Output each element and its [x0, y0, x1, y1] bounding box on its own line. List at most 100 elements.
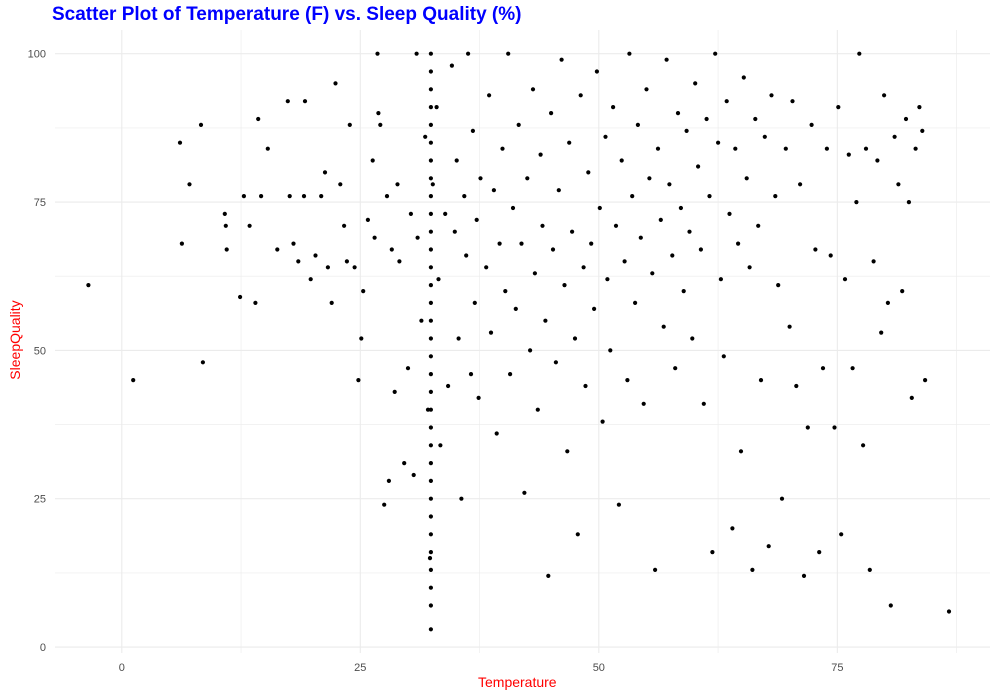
x-tick-label: 50	[593, 662, 605, 674]
y-axis-ticks: 0 25 50 75 100	[28, 49, 46, 654]
y-tick-label: 0	[40, 642, 46, 654]
data-point	[468, 372, 474, 377]
data-point	[428, 496, 433, 501]
data-point	[575, 532, 580, 537]
data-point	[687, 229, 692, 234]
data-point	[882, 93, 887, 98]
data-point	[510, 205, 516, 211]
data-point	[329, 300, 334, 305]
data-point	[241, 194, 246, 199]
data-point	[875, 158, 880, 163]
data-point	[428, 318, 433, 323]
data-point	[661, 324, 666, 329]
data-point	[414, 51, 419, 56]
data-point	[616, 502, 622, 507]
data-point	[494, 431, 499, 436]
data-point	[253, 300, 258, 305]
data-point	[313, 253, 318, 258]
data-point	[428, 229, 433, 234]
x-tick-label: 75	[831, 662, 843, 674]
data-point	[698, 247, 704, 252]
data-point	[319, 194, 324, 199]
data-point	[589, 241, 594, 246]
data-point	[888, 603, 893, 608]
data-point	[836, 105, 841, 110]
data-point	[570, 229, 575, 234]
data-point	[428, 300, 433, 305]
data-point	[730, 526, 735, 531]
data-point	[131, 378, 136, 383]
data-point	[854, 200, 859, 205]
data-point	[903, 116, 909, 122]
data-point	[762, 134, 767, 139]
data-point	[177, 140, 183, 145]
data-point	[704, 116, 709, 122]
data-point	[259, 194, 264, 199]
data-point	[405, 366, 411, 371]
data-point	[832, 425, 837, 430]
data-point	[462, 194, 467, 199]
data-point	[408, 211, 413, 216]
data-point	[850, 366, 855, 371]
data-point	[896, 182, 901, 187]
data-point	[352, 265, 357, 270]
data-point	[372, 235, 377, 240]
data-point	[179, 241, 184, 246]
data-point	[428, 443, 433, 448]
y-tick-label: 75	[34, 197, 46, 209]
data-point	[736, 241, 741, 246]
data-point	[459, 496, 464, 501]
data-point	[532, 271, 538, 276]
data-point	[543, 318, 548, 323]
data-point	[428, 425, 433, 430]
data-point	[428, 532, 433, 537]
data-point	[681, 289, 686, 294]
data-point	[86, 283, 91, 288]
data-point	[713, 51, 718, 56]
data-point	[342, 223, 347, 228]
data-point	[871, 259, 876, 264]
data-point	[879, 330, 884, 335]
data-point	[861, 443, 866, 448]
data-point	[798, 182, 803, 187]
data-point	[322, 170, 328, 175]
data-point	[370, 158, 375, 163]
data-point	[733, 146, 738, 151]
data-point	[583, 383, 588, 389]
data-point	[530, 87, 536, 92]
data-point	[549, 111, 554, 116]
data-point	[857, 51, 862, 56]
data-point	[693, 81, 698, 86]
data-point	[487, 93, 492, 98]
data-point	[198, 122, 204, 127]
y-tick-label: 50	[34, 345, 46, 357]
data-point	[378, 122, 383, 127]
data-point	[359, 336, 364, 341]
data-point	[909, 395, 914, 400]
data-point	[644, 87, 649, 92]
data-point	[766, 544, 771, 549]
data-point	[428, 176, 433, 181]
data-point	[428, 265, 433, 270]
data-point	[727, 211, 732, 216]
data-point	[597, 205, 602, 211]
data-point	[750, 567, 755, 573]
data-point	[428, 69, 433, 74]
data-point	[920, 128, 925, 133]
data-point	[586, 170, 591, 175]
data-point	[779, 496, 785, 501]
data-point	[538, 152, 543, 157]
data-point	[540, 223, 545, 228]
data-point	[443, 211, 448, 216]
data-point	[917, 105, 922, 110]
y-tick-label: 25	[34, 494, 46, 506]
x-axis-ticks: 0 25 50 75	[119, 662, 844, 674]
data-point	[506, 51, 511, 56]
data-point	[428, 567, 433, 573]
data-point	[392, 389, 397, 394]
data-point	[633, 300, 638, 305]
data-point	[434, 105, 439, 110]
data-point	[497, 241, 502, 246]
data-point	[356, 378, 361, 383]
data-point	[308, 277, 313, 282]
